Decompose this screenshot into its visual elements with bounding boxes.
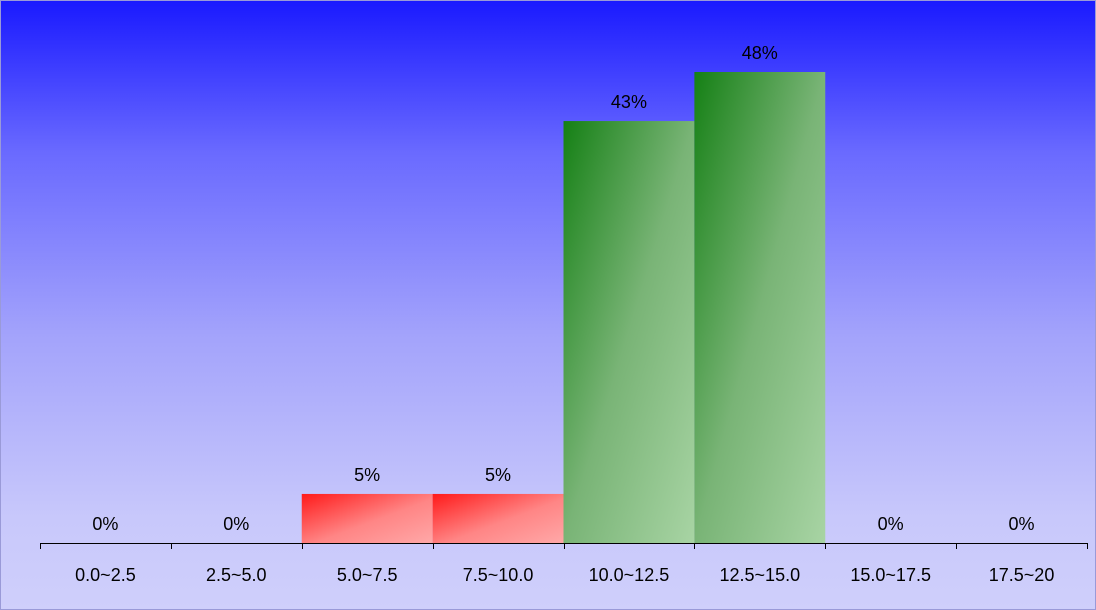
bar-5.0~7.5 [301,493,433,543]
data-label: 5% [485,465,511,485]
bar-12.5~15.0 [694,72,826,543]
bar-7.5~10.0 [432,493,564,543]
x-tick-label: 15.0~17.5 [850,565,931,585]
data-label: 43% [611,92,647,112]
data-label: 0% [1009,514,1035,534]
bar-10.0~12.5 [563,121,695,543]
x-tick-label: 12.5~15.0 [720,565,801,585]
x-tick-label: 10.0~12.5 [589,565,670,585]
data-label: 0% [92,514,118,534]
x-tick-label: 2.5~5.0 [206,565,267,585]
data-label: 0% [223,514,249,534]
x-tick-label: 17.5~20 [989,565,1055,585]
x-tick-label: 5.0~7.5 [337,565,398,585]
data-label: 5% [354,465,380,485]
x-tick-label: 7.5~10.0 [463,565,534,585]
x-tick-label: 0.0~2.5 [75,565,136,585]
data-label: 48% [742,43,778,63]
data-label: 0% [878,514,904,534]
